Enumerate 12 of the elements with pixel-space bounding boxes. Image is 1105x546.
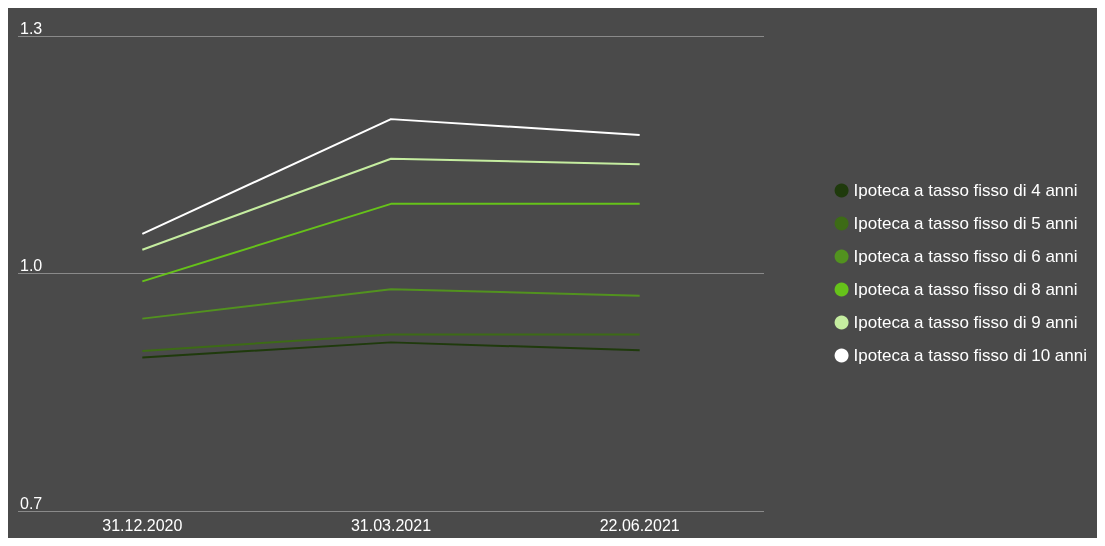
y-tick-label: 1.3	[20, 19, 43, 37]
y-tick-label: 1.0	[20, 257, 43, 274]
legend-label: Ipoteca a tasso fisso di 9 anni	[853, 313, 1078, 332]
x-tick-label: 31.03.2021	[350, 516, 432, 534]
legend-label: Ipoteca a tasso fisso di 4 anni	[853, 181, 1078, 200]
y-tick-label: 0.7	[20, 494, 43, 512]
x-tick-label: 22.06.2021	[599, 516, 680, 534]
legend-label: Ipoteca a tasso fisso di 10 anni	[853, 346, 1088, 365]
legend-label: Ipoteca a tasso fisso di 6 anni	[853, 247, 1078, 266]
x-tick-label: 31.12.2020	[102, 516, 183, 534]
legend-label: Ipoteca a tasso fisso di 5 anni	[853, 214, 1078, 233]
legend-label: Ipoteca a tasso fisso di 8 anni	[853, 280, 1078, 299]
